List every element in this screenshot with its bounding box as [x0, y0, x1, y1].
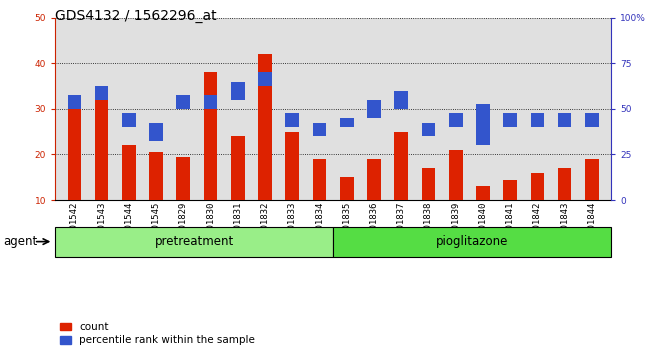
Text: pretreatment: pretreatment	[155, 235, 234, 248]
Bar	[395, 91, 408, 109]
Legend: count, percentile rank within the sample: count, percentile rank within the sample	[60, 322, 255, 345]
Bar	[285, 113, 299, 127]
Bar	[333, 227, 611, 257]
Bar	[231, 136, 244, 200]
Bar	[258, 54, 272, 200]
Bar	[313, 159, 326, 200]
Bar	[231, 81, 244, 100]
Bar	[558, 168, 571, 200]
Bar	[55, 227, 333, 257]
Bar	[558, 113, 571, 127]
Text: pioglitazone: pioglitazone	[436, 235, 508, 248]
Bar	[422, 168, 436, 200]
Text: agent: agent	[3, 235, 38, 248]
Bar	[585, 159, 599, 200]
Text: GDS4132 / 1562296_at: GDS4132 / 1562296_at	[55, 9, 217, 23]
Bar	[476, 104, 489, 145]
Bar	[95, 86, 109, 100]
Bar	[340, 118, 354, 127]
Bar	[367, 159, 381, 200]
Bar	[122, 113, 136, 127]
Bar	[449, 113, 463, 127]
Bar	[530, 113, 544, 127]
Bar	[340, 177, 354, 200]
Bar	[68, 95, 81, 109]
Bar	[313, 122, 326, 136]
Bar	[203, 95, 217, 109]
Bar	[177, 157, 190, 200]
Bar	[367, 100, 381, 118]
Bar	[449, 150, 463, 200]
Bar	[476, 186, 489, 200]
Bar	[258, 72, 272, 86]
Bar	[285, 132, 299, 200]
Bar	[150, 122, 163, 141]
Bar	[95, 95, 109, 200]
Bar	[503, 113, 517, 127]
Bar	[530, 173, 544, 200]
Bar	[395, 132, 408, 200]
Bar	[150, 152, 163, 200]
Bar	[503, 179, 517, 200]
Bar	[422, 122, 436, 136]
Bar	[203, 72, 217, 200]
Bar	[585, 113, 599, 127]
Bar	[68, 104, 81, 200]
Bar	[122, 145, 136, 200]
Bar	[177, 95, 190, 109]
